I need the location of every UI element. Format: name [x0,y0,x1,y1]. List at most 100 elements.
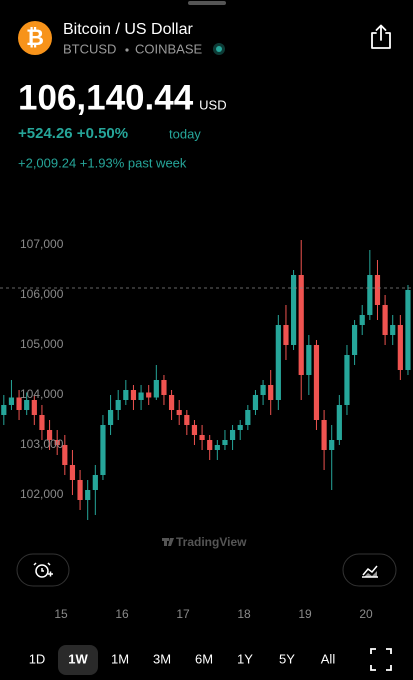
candle-body [46,430,53,440]
symbol-title: Bitcoin / US Dollar [63,21,193,38]
candle-body [161,380,167,395]
candle-body [237,425,243,430]
candle-body [176,410,182,415]
candle-body [31,400,37,415]
candle-body [123,390,129,400]
candle-body [283,325,289,345]
symbol-ticker: BTCUSD [63,41,116,56]
alert-button[interactable] [16,553,70,587]
change-today: +524.26 +0.50% [18,125,128,142]
x-axis: 15 16 17 18 19 20 [54,607,373,621]
change-week: +2,009.24 +1.93% past week [18,155,187,170]
indicator-icon [362,565,378,578]
candle-body [39,415,45,430]
bitcoin-logo [18,21,52,55]
alert-icon [33,562,53,578]
candle-body [313,345,320,420]
candle-body [54,440,60,445]
currency: USD [199,97,226,112]
candle-body [214,445,220,450]
candle-body [298,275,304,375]
x-tick-label: 15 [54,607,68,621]
watermark-logo [162,538,174,546]
x-tick-label: 16 [115,607,129,621]
drag-handle[interactable] [188,1,226,5]
candle-body [260,385,266,395]
timeframe-option[interactable]: All [321,651,336,666]
candle-body [245,410,251,425]
candle-body [85,490,91,500]
candle-body [130,390,137,400]
watermark: TradingView [176,535,247,549]
x-tick-label: 19 [298,607,312,621]
candle-body [92,475,98,490]
candle-body [77,480,83,500]
separator-dot [125,48,129,52]
candle-body [168,395,175,410]
candle-body [16,397,22,410]
candle-body [1,405,7,415]
candle-body [397,325,403,370]
candle-body [275,325,281,400]
candle-body [24,400,30,410]
candle-body [191,425,198,435]
candle-body [8,397,15,405]
candle-body [321,420,327,450]
candle-body [359,315,365,325]
logo-symbol: ₿ [26,25,44,50]
candle-body [146,392,152,398]
timeframe-option[interactable]: 5Y [279,651,295,666]
share-button[interactable] [371,24,391,49]
candle-body [229,430,236,440]
y-tick-label: 106,000 [20,287,64,301]
candle-body [69,465,76,480]
candle-body [207,440,213,450]
candle-body [351,325,358,355]
timeframe-option[interactable]: 6M [195,651,213,666]
candle-body [184,415,190,425]
candle-body [199,435,205,440]
x-tick-label: 17 [176,607,190,621]
x-tick-label: 18 [237,607,251,621]
candle-body [62,445,68,465]
candle-body [107,410,114,425]
candle-body [290,275,297,345]
candle-body [222,440,228,445]
y-tick-label: 104,000 [20,387,64,401]
candle-body [115,400,121,410]
selected-timeframe [58,645,98,675]
candle-body [153,380,159,398]
timeframe-bar: 1D 1W 1M 3M 6M 1Y 5Y All [29,645,336,675]
market-status-dot [216,46,222,52]
timeframe-option[interactable]: 1W [68,651,88,666]
x-tick-label: 20 [359,607,373,621]
timeframe-option[interactable]: 1D [29,651,46,666]
candle-body [268,385,274,400]
fullscreen-button[interactable] [370,648,392,671]
price-chart[interactable]: 102,000 103,000 104,000 105,000 106,000 107,0… [0,237,413,520]
y-tick-label: 105,000 [20,337,64,351]
candle-body [344,355,350,405]
y-tick-label: 103,000 [20,437,64,451]
y-tick-label: 102,000 [20,487,64,501]
exchange-name: COINBASE [135,41,203,56]
timeframe-option[interactable]: 1M [111,651,129,666]
candle-body [329,440,335,450]
candle-body [100,425,106,475]
indicator-button[interactable] [342,553,397,587]
candle-body [405,290,411,370]
candle-body [374,275,381,305]
candle-body [367,275,373,315]
candle-body [252,395,259,410]
today-label: today [169,126,201,141]
timeframe-option[interactable]: 1Y [237,651,253,666]
candle-body [382,305,388,335]
last-price: 106,140.44 [18,78,194,117]
candle-body [138,392,144,400]
timeframe-option[interactable]: 3M [153,651,171,666]
y-tick-label: 107,000 [20,237,64,251]
candle-body [390,325,396,335]
candle-body [336,405,342,440]
